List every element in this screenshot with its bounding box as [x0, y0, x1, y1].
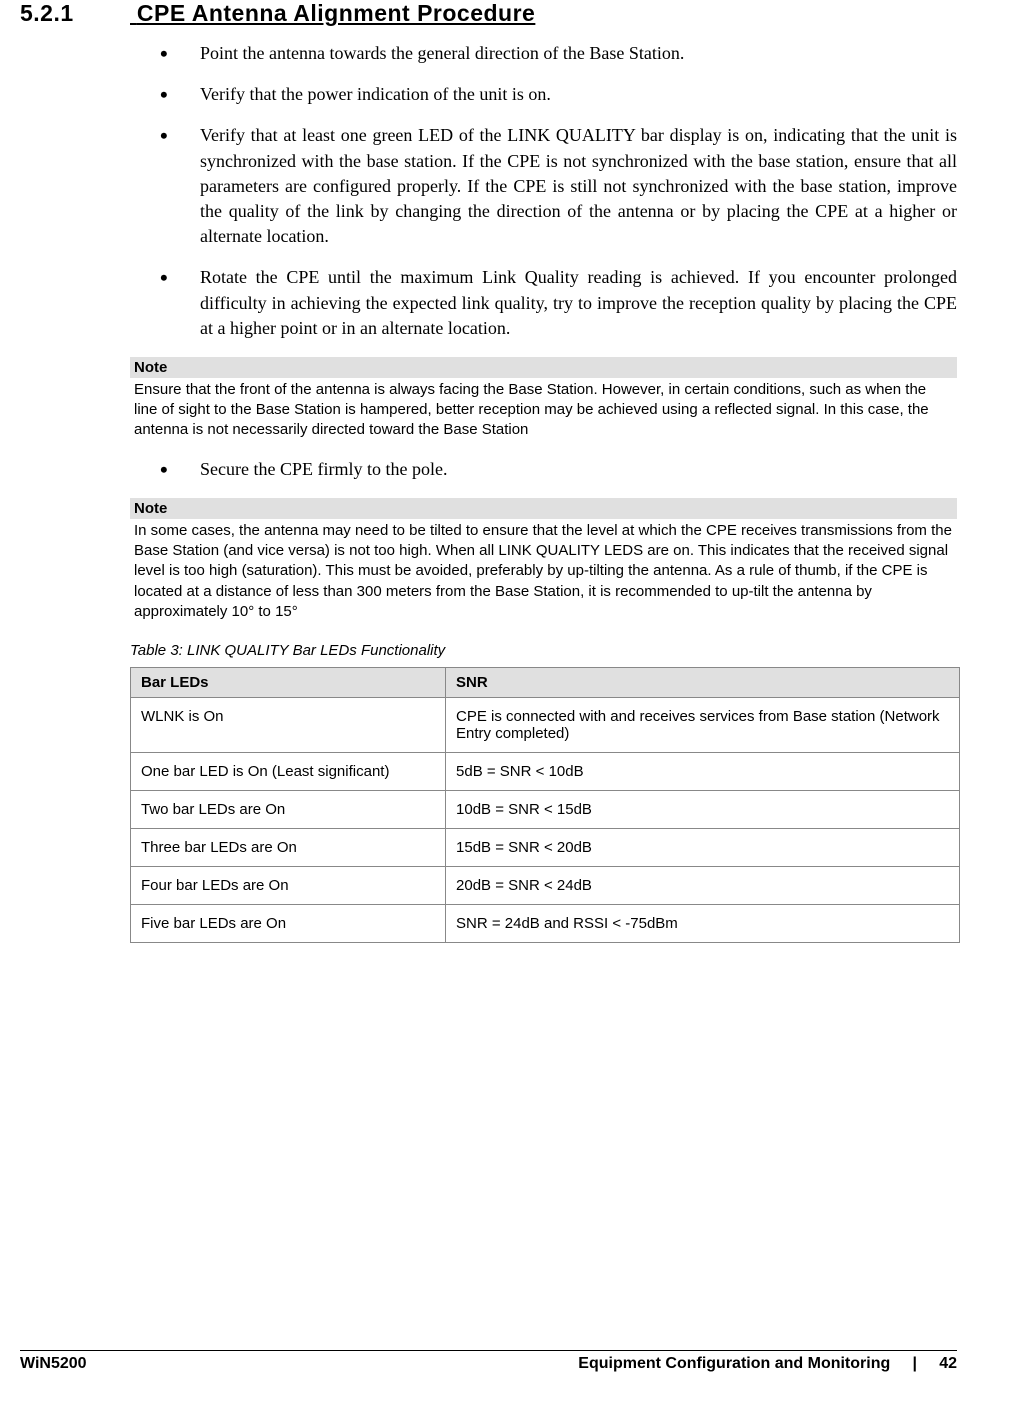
table-header-snr: SNR [446, 668, 960, 698]
footer-left: WiN5200 [20, 1355, 87, 1373]
table-caption: Table 3: LINK QUALITY Bar LEDs Functiona… [130, 642, 957, 659]
note-box-2: Note In some cases, the antenna may need… [130, 498, 957, 624]
led-table: Bar LEDs SNR WLNK is On CPE is connected… [130, 667, 960, 943]
bullet-item: Point the antenna towards the general di… [160, 41, 957, 66]
footer-center: Equipment Configuration and Monitoring [578, 1355, 890, 1372]
section-number: 5.2.1 [20, 0, 130, 27]
table-cell: 5dB = SNR < 10dB [446, 753, 960, 791]
bullet-list-1: Point the antenna towards the general di… [160, 41, 957, 341]
table-row: WLNK is On CPE is connected with and rec… [131, 698, 960, 753]
note-header: Note [130, 498, 957, 519]
table-row: Four bar LEDs are On 20dB = SNR < 24dB [131, 867, 960, 905]
table-row: Five bar LEDs are On SNR = 24dB and RSSI… [131, 905, 960, 943]
table-cell: Two bar LEDs are On [131, 791, 446, 829]
table-header-bar: Bar LEDs [131, 668, 446, 698]
table-cell: CPE is connected with and receives servi… [446, 698, 960, 753]
table-cell: Four bar LEDs are On [131, 867, 446, 905]
bullet-item: Verify that the power indication of the … [160, 82, 957, 107]
bullet-item: Rotate the CPE until the maximum Link Qu… [160, 265, 957, 341]
footer-right: Equipment Configuration and Monitoring |… [578, 1355, 957, 1373]
bullet-list-2: Secure the CPE firmly to the pole. [160, 457, 957, 482]
section-title: CPE Antenna Alignment Procedure [137, 0, 535, 26]
footer-separator: | [912, 1355, 916, 1372]
bullet-item: Verify that at least one green LED of th… [160, 123, 957, 249]
table-cell: Three bar LEDs are On [131, 829, 446, 867]
table-cell: WLNK is On [131, 698, 446, 753]
note-body: In some cases, the antenna may need to b… [130, 519, 957, 624]
table-cell: 15dB = SNR < 20dB [446, 829, 960, 867]
table-cell: One bar LED is On (Least significant) [131, 753, 446, 791]
table-row: One bar LED is On (Least significant) 5d… [131, 753, 960, 791]
table-cell: 10dB = SNR < 15dB [446, 791, 960, 829]
page-footer: WiN5200 Equipment Configuration and Moni… [20, 1350, 957, 1373]
footer-page: 42 [939, 1355, 957, 1372]
note-body: Ensure that the front of the antenna is … [130, 378, 957, 443]
bullet-item: Secure the CPE firmly to the pole. [160, 457, 957, 482]
table-cell: SNR = 24dB and RSSI < -75dBm [446, 905, 960, 943]
note-box-1: Note Ensure that the front of the antenn… [130, 357, 957, 443]
table-cell: 20dB = SNR < 24dB [446, 867, 960, 905]
note-header: Note [130, 357, 957, 378]
table-row: Three bar LEDs are On 15dB = SNR < 20dB [131, 829, 960, 867]
table-row: Two bar LEDs are On 10dB = SNR < 15dB [131, 791, 960, 829]
table-cell: Five bar LEDs are On [131, 905, 446, 943]
section-heading: 5.2.1 CPE Antenna Alignment Procedure [20, 0, 957, 27]
